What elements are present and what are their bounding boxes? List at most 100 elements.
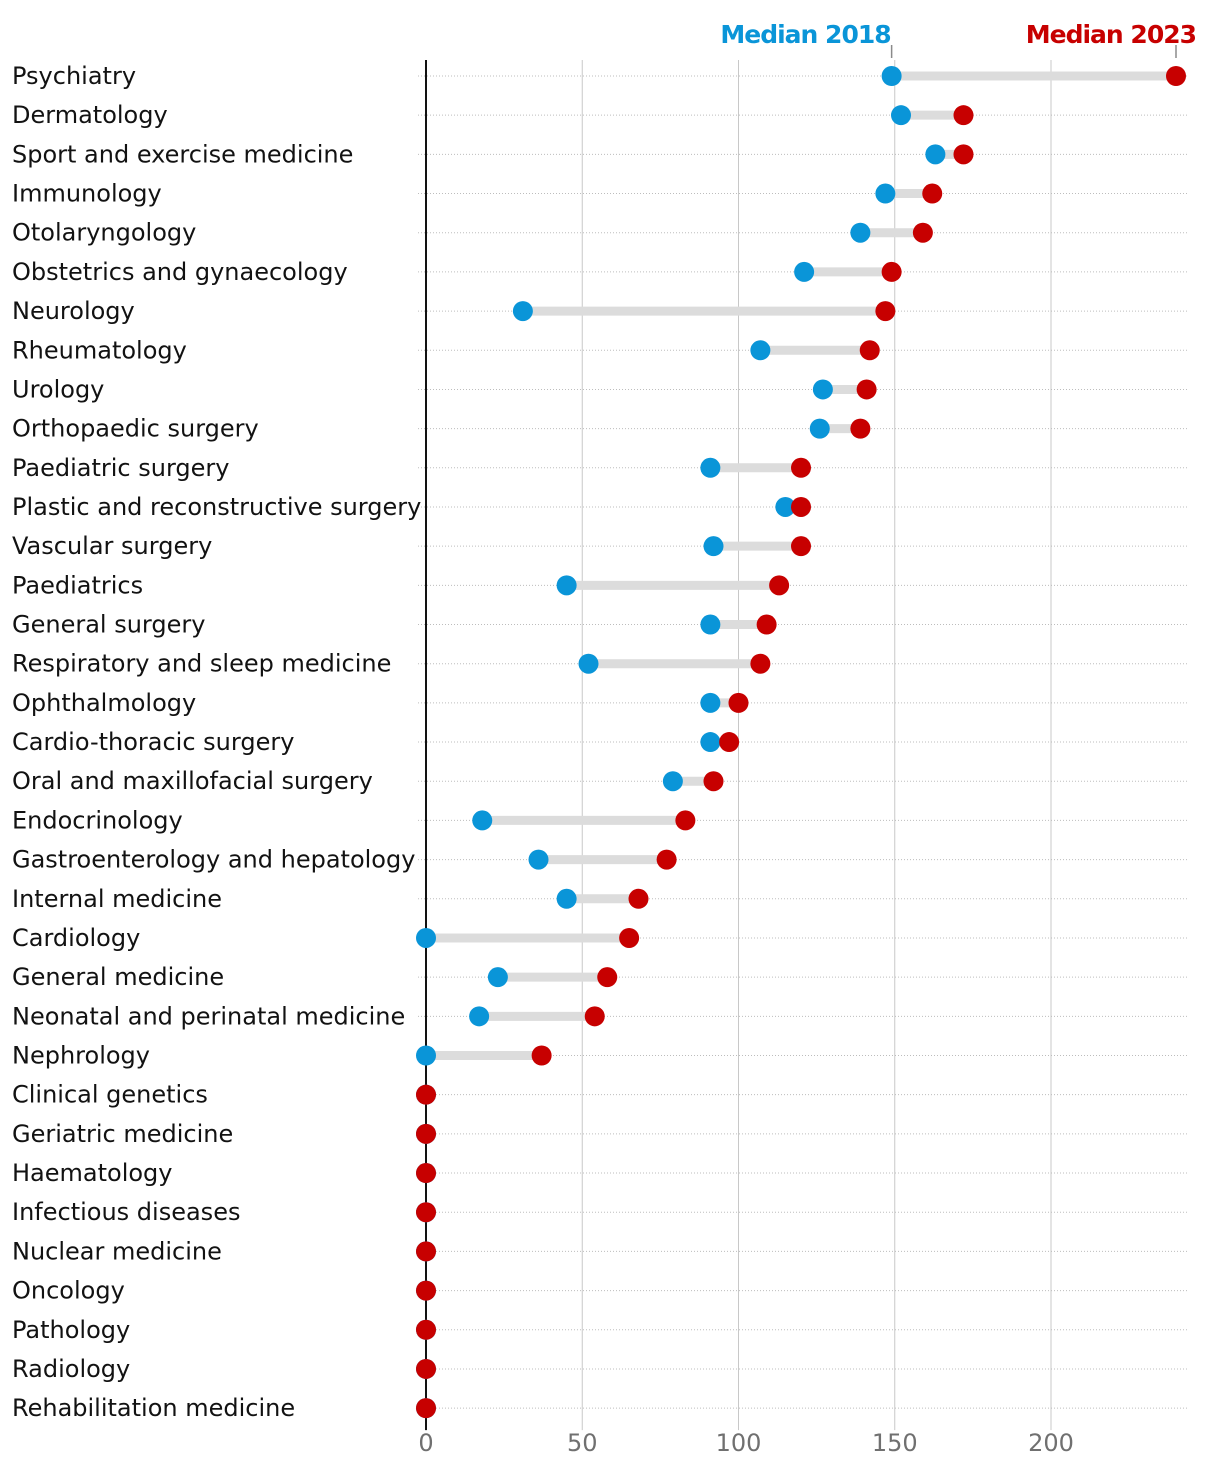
data-points (416, 66, 1186, 1419)
category-label: Pathology (12, 1316, 130, 1344)
dot-median-2023 (703, 771, 724, 792)
x-tick-label-150: 150 (872, 1429, 918, 1457)
category-label: Clinical genetics (12, 1081, 208, 1109)
category-label: Orthopaedic surgery (12, 415, 259, 443)
category-label: Urology (12, 375, 104, 403)
dot-median-2023 (791, 536, 811, 557)
dot-median-2023 (656, 849, 677, 870)
dot-median-2023 (953, 144, 974, 165)
dot-median-2023 (875, 301, 896, 322)
dot-median-2023 (953, 105, 974, 126)
category-label: Oral and maxillofacial surgery (12, 767, 373, 795)
category-label: Rehabilitation medicine (12, 1394, 295, 1422)
dot-median-2018 (703, 536, 724, 557)
dot-median-2018 (850, 222, 871, 243)
category-label: Infectious diseases (12, 1198, 240, 1226)
dot-median-2023 (675, 810, 696, 831)
dot-median-2018 (487, 967, 508, 988)
gridlines (581, 60, 1052, 1431)
x-tick-label-50: 50 (567, 1429, 598, 1457)
category-label: Radiology (12, 1355, 130, 1383)
dot-median-2023 (750, 653, 771, 674)
dot-median-2023 (416, 1241, 436, 1262)
dot-median-2023 (416, 1084, 436, 1105)
dot-median-2023 (619, 927, 640, 948)
dot-median-2023 (416, 1280, 436, 1301)
category-label: Respiratory and sleep medicine (12, 650, 391, 678)
dot-median-2018 (700, 732, 721, 753)
dot-median-2018 (925, 144, 946, 165)
category-label: Paediatrics (12, 571, 143, 599)
dot-median-2023 (859, 340, 880, 361)
dot-median-2023 (416, 1202, 436, 1223)
dot-median-2018 (700, 692, 721, 713)
category-label: General medicine (12, 963, 224, 991)
category-label: Dermatology (12, 101, 168, 129)
dot-median-2018 (512, 301, 533, 322)
dot-median-2018 (578, 653, 599, 674)
category-label: Cardio-thoracic surgery (12, 728, 294, 756)
dot-median-2023 (791, 457, 811, 478)
dot-median-2018 (528, 849, 549, 870)
dot-median-2023 (791, 496, 811, 517)
dot-median-2018 (662, 771, 683, 792)
dot-median-2018 (700, 614, 721, 635)
dot-median-2023 (728, 692, 749, 713)
dot-median-2018 (556, 888, 577, 909)
dot-median-2023 (416, 1123, 436, 1144)
dot-median-2023 (912, 222, 933, 243)
dot-median-2018 (881, 66, 902, 86)
dot-median-2018 (775, 496, 796, 517)
category-label: Haematology (12, 1159, 173, 1187)
dot-median-2018 (794, 261, 815, 282)
dot-median-2023 (416, 1398, 436, 1419)
dot-median-2023 (416, 1319, 436, 1340)
dot-median-2023 (719, 732, 740, 753)
dot-median-2018 (875, 183, 896, 204)
dot-median-2023 (856, 379, 877, 400)
dot-median-2023 (769, 575, 790, 596)
dot-median-2018 (416, 927, 436, 948)
category-label: Nuclear medicine (12, 1237, 222, 1265)
category-label: Neurology (12, 297, 135, 325)
legend: Median 2018 Median 2023 (720, 20, 1197, 58)
row-guides (418, 75, 1188, 1409)
category-label: Ophthalmology (12, 689, 196, 717)
legend-median-2018-label: Median 2018 (720, 20, 890, 49)
category-label: Immunology (12, 180, 162, 208)
connectors (426, 71, 1176, 1060)
dot-median-2018 (809, 418, 830, 439)
x-tick-label-100: 100 (716, 1429, 762, 1457)
x-tick-label-0: 0 (418, 1429, 433, 1457)
dot-median-2018 (700, 457, 721, 478)
dot-median-2018 (472, 810, 493, 831)
category-label: Internal medicine (12, 885, 222, 913)
category-label: Endocrinology (12, 806, 183, 834)
category-label: Obstetrics and gynaecology (12, 258, 348, 286)
category-label: Gastroenterology and hepatology (12, 846, 415, 874)
category-label: Cardiology (12, 924, 140, 952)
category-label: General surgery (12, 611, 205, 639)
dot-median-2023 (416, 1163, 436, 1184)
category-label: Oncology (12, 1277, 125, 1305)
dot-median-2018 (469, 1006, 490, 1027)
dot-median-2023 (881, 261, 902, 282)
category-label: Plastic and reconstructive surgery (12, 493, 421, 521)
dot-median-2018 (416, 1045, 436, 1066)
category-label: Paediatric surgery (12, 454, 229, 482)
dot-median-2023 (756, 614, 777, 635)
dot-median-2018 (891, 105, 911, 126)
legend-median-2023-label: Median 2023 (1026, 20, 1196, 49)
category-label: Psychiatry (12, 62, 136, 90)
dot-median-2023 (416, 1358, 436, 1379)
x-tick-label-200: 200 (1028, 1429, 1074, 1457)
category-label: Sport and exercise medicine (12, 140, 353, 168)
category-label: Geriatric medicine (12, 1120, 233, 1148)
dot-median-2023 (1166, 66, 1186, 86)
dot-median-2018 (556, 575, 577, 596)
dot-median-2023 (584, 1006, 605, 1027)
x-axis-ticks: 0 50 100 150 200 (418, 1429, 1074, 1457)
dot-median-2023 (922, 183, 943, 204)
category-label: Neonatal and perinatal medicine (12, 1002, 405, 1030)
